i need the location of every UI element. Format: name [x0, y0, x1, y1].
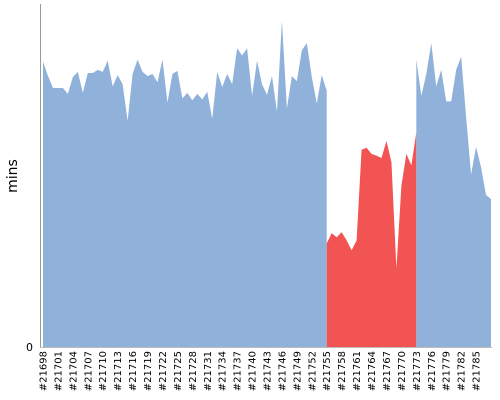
x-tick-label: #21758	[337, 351, 348, 391]
x-tick-label: #21749	[292, 351, 303, 391]
x-tick-label: #21737	[233, 351, 244, 391]
x-tick-label: #21746	[277, 351, 288, 391]
x-tick-label: #21743	[263, 351, 274, 391]
x-tick-label: #21785	[472, 351, 483, 391]
x-tick-label: #21764	[367, 351, 378, 391]
x-tick-label: #21701	[53, 351, 64, 391]
x-tick-label: #21698	[39, 351, 50, 391]
area-segment	[43, 20, 327, 348]
x-axis-ticks: #21698 #21701 #21704 #21707 #21710 #21713 #217…	[39, 351, 483, 391]
x-tick-label: #21725	[173, 351, 184, 391]
x-tick-label: #21731	[203, 351, 214, 391]
x-tick-label: #21767	[382, 351, 393, 391]
plot-area	[43, 20, 491, 348]
x-tick-label: #21710	[98, 351, 109, 391]
x-tick-label: #21773	[412, 351, 423, 391]
x-tick-label: #21704	[68, 351, 79, 391]
x-tick-label: #21713	[113, 351, 124, 391]
x-tick-label: #21782	[457, 351, 468, 391]
y-axis-label: mins	[5, 159, 21, 193]
x-tick-label: #21728	[188, 351, 199, 391]
x-tick-label: #21716	[128, 351, 139, 391]
y-tick-label: 0	[26, 341, 33, 354]
x-tick-label: #21761	[352, 351, 363, 391]
area-segment-highlight	[326, 132, 417, 347]
x-tick-label: #21779	[442, 351, 453, 391]
x-tick-label: #21776	[427, 351, 438, 391]
x-tick-label: #21734	[218, 351, 229, 391]
area-segment	[416, 43, 491, 347]
x-tick-label: #21719	[143, 351, 154, 391]
x-tick-label: #21752	[307, 351, 318, 391]
x-tick-label: #21722	[158, 351, 169, 391]
x-tick-label: #21770	[397, 351, 408, 391]
x-tick-label: #21740	[248, 351, 259, 391]
x-tick-label: #21707	[83, 351, 94, 391]
x-tick-label: #21755	[322, 351, 333, 391]
